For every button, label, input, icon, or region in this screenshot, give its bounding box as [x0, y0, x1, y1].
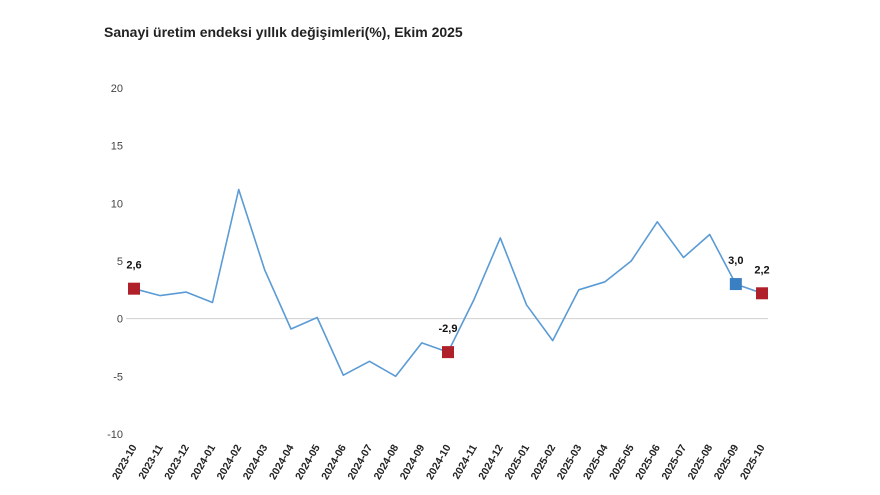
y-tick-label: 10 [111, 198, 123, 210]
x-tick-label: 2023-10 [110, 442, 140, 482]
data-label: 2,2 [754, 264, 769, 276]
y-tick-label: -10 [107, 429, 123, 441]
data-label: 3,0 [728, 255, 743, 267]
label-layer: 2,6 -2,9 3,0 2,2 [126, 255, 769, 335]
x-tick-label: 2024-10 [424, 442, 454, 482]
highlight-marker [729, 278, 742, 291]
data-label: 2,6 [126, 260, 141, 272]
highlight-marker [128, 282, 140, 295]
highlight-marker [442, 346, 454, 359]
y-tick-label: 20 [111, 83, 123, 95]
y-tick-label: 0 [117, 314, 123, 326]
chart-title: Sanayi üretim endeksi yıllık değişimleri… [104, 24, 463, 40]
axis-layer: -10-5051015202023-102023-112023-122024-0… [107, 83, 768, 482]
y-tick-label: 15 [111, 141, 123, 153]
y-tick-label: 5 [117, 256, 123, 268]
data-label: -2,9 [439, 323, 458, 335]
marker-layer [128, 278, 768, 359]
x-tick-label: 2025-10 [738, 442, 768, 482]
highlight-marker [756, 287, 768, 300]
y-tick-label: -5 [113, 371, 123, 383]
